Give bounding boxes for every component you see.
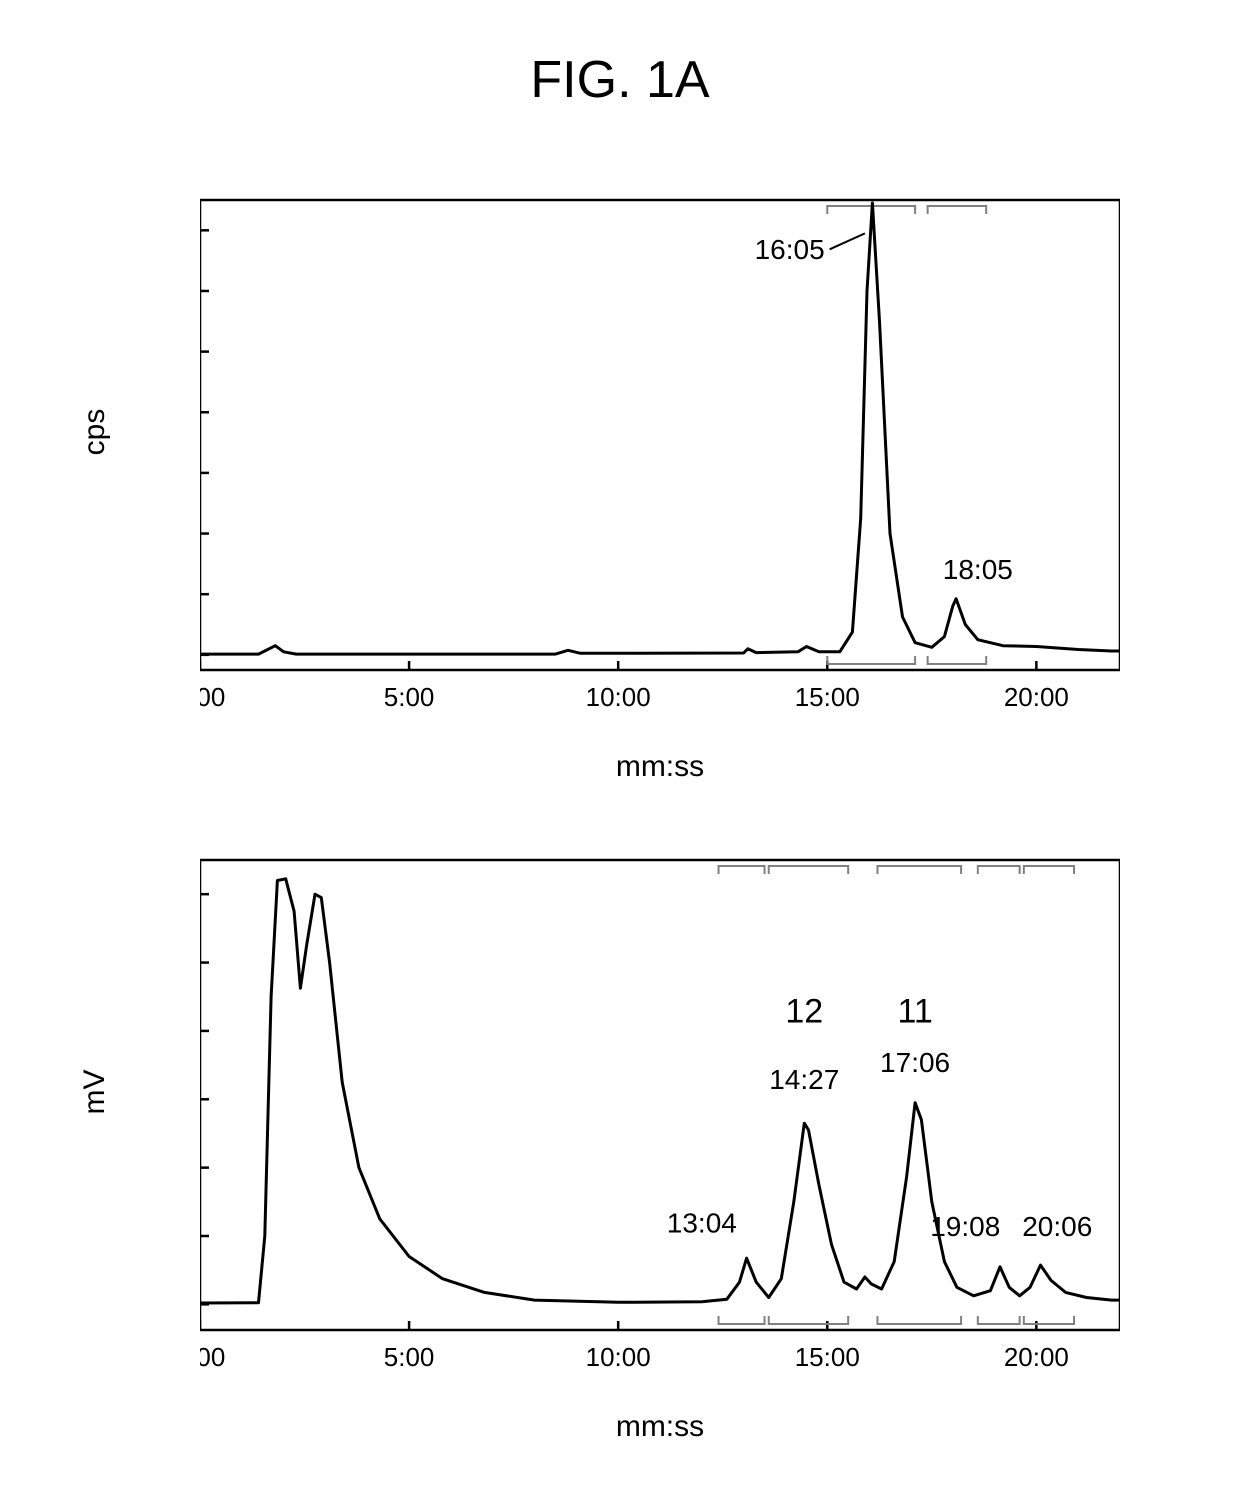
- chart-mv-xlabel: mm:ss: [200, 1410, 1120, 1444]
- svg-text:20:06: 20:06: [1022, 1211, 1092, 1242]
- svg-text:19:08: 19:08: [930, 1211, 1000, 1242]
- svg-text:5:00: 5:00: [384, 682, 435, 712]
- svg-text:11: 11: [897, 992, 932, 1030]
- svg-text:20:00: 20:00: [1004, 1342, 1069, 1372]
- svg-text:16:05: 16:05: [755, 234, 825, 265]
- svg-text:17:06: 17:06: [880, 1047, 950, 1078]
- svg-text:13:04: 13:04: [667, 1208, 737, 1239]
- svg-text:0:00: 0:00: [200, 1342, 225, 1372]
- svg-text:15:00: 15:00: [795, 682, 860, 712]
- figure-page: FIG. 1A 0.0400.0800.01200.01600.02000.02…: [0, 0, 1240, 1501]
- svg-text:10:00: 10:00: [586, 1342, 651, 1372]
- figure-title: FIG. 1A: [0, 50, 1240, 110]
- svg-text:0:00: 0:00: [200, 682, 225, 712]
- chart-cps-svg: 0.0400.0800.01200.01600.02000.02400.0280…: [200, 190, 1120, 720]
- chart-cps-xlabel: mm:ss: [200, 750, 1120, 784]
- chart-cps: 0.0400.0800.01200.01600.02000.02400.0280…: [200, 190, 1120, 720]
- svg-text:20:00: 20:00: [1004, 682, 1069, 712]
- chart-cps-ylabel: cps: [78, 167, 112, 697]
- svg-text:14:27: 14:27: [769, 1064, 839, 1095]
- svg-text:5:00: 5:00: [384, 1342, 435, 1372]
- chart-mv-ylabel: mV: [78, 827, 112, 1357]
- chart-mv: 0.0400.0800.01200.01600.02000.02400.00:0…: [200, 850, 1120, 1380]
- svg-text:15:00: 15:00: [795, 1342, 860, 1372]
- chart-mv-svg: 0.0400.0800.01200.01600.02000.02400.00:0…: [200, 850, 1120, 1380]
- svg-text:18:05: 18:05: [943, 554, 1013, 585]
- svg-text:10:00: 10:00: [586, 682, 651, 712]
- svg-text:12: 12: [785, 992, 823, 1030]
